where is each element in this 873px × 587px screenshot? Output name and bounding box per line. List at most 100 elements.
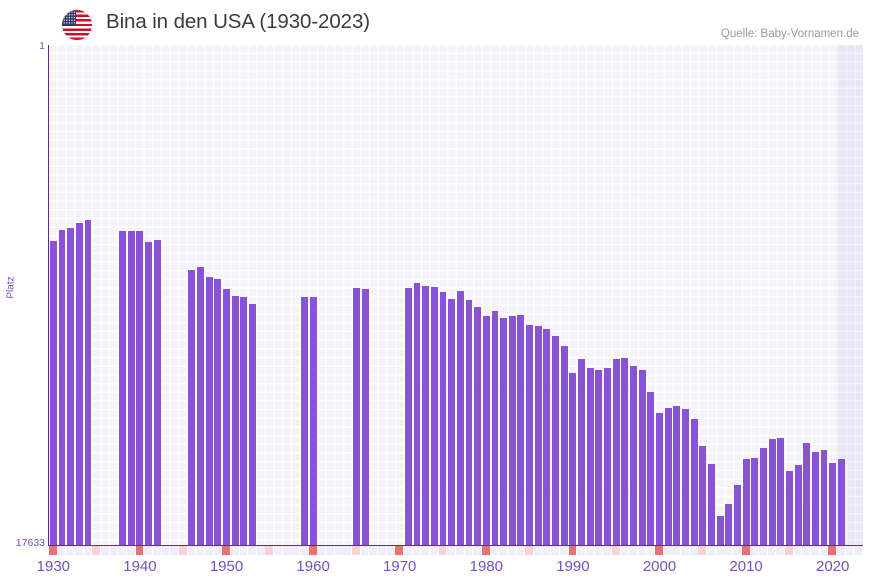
x-tick-cell: [542, 546, 551, 555]
bar[interactable]: [820, 450, 828, 545]
bar[interactable]: [49, 241, 57, 545]
x-tick-cell: [516, 546, 525, 555]
x-tick-cell: [282, 546, 291, 555]
x-tick-cell: [715, 546, 724, 555]
bar[interactable]: [777, 438, 785, 545]
x-tick-cell: [421, 546, 430, 555]
bar[interactable]: [699, 446, 707, 545]
bar[interactable]: [829, 462, 837, 545]
bar[interactable]: [231, 295, 239, 545]
x-tick-cell: [611, 546, 620, 555]
bar[interactable]: [439, 291, 447, 545]
bar[interactable]: [604, 368, 611, 545]
x-tick-cell: [178, 546, 187, 555]
bar[interactable]: [751, 458, 759, 545]
bar[interactable]: [188, 270, 196, 545]
x-tick-cell: [577, 546, 585, 555]
bar[interactable]: [84, 219, 92, 545]
bar[interactable]: [595, 369, 603, 545]
bar[interactable]: [430, 286, 438, 545]
bar[interactable]: [474, 306, 482, 545]
bar[interactable]: [205, 277, 213, 545]
bar[interactable]: [673, 406, 681, 545]
bar[interactable]: [630, 365, 637, 545]
bar[interactable]: [785, 471, 793, 545]
us-flag-icon: [62, 10, 92, 40]
bar[interactable]: [153, 240, 161, 545]
x-tick-label: 1960: [296, 558, 330, 575]
bar[interactable]: [309, 296, 317, 545]
bar[interactable]: [197, 266, 204, 545]
bar[interactable]: [534, 325, 542, 545]
bar[interactable]: [638, 369, 646, 545]
x-tick-cell: [343, 546, 352, 555]
bar[interactable]: [136, 231, 144, 545]
bar[interactable]: [119, 231, 127, 545]
bar[interactable]: [300, 297, 308, 545]
bar[interactable]: [578, 359, 586, 545]
bar[interactable]: [759, 447, 767, 545]
x-tick-cell: [360, 546, 369, 555]
bar[interactable]: [621, 358, 629, 545]
bar[interactable]: [404, 287, 412, 545]
bar[interactable]: [803, 443, 811, 545]
x-tick-cell: [473, 546, 482, 555]
x-tick-cell: [109, 546, 118, 555]
bar[interactable]: [612, 358, 620, 545]
bar[interactable]: [543, 328, 551, 545]
x-tick-cell: [447, 546, 456, 555]
bar[interactable]: [707, 464, 715, 545]
grid-lines: [49, 45, 863, 545]
bar[interactable]: [664, 408, 672, 545]
x-tick-cell: [196, 546, 204, 555]
bar[interactable]: [145, 242, 153, 545]
bar[interactable]: [526, 324, 534, 545]
bar[interactable]: [249, 303, 256, 545]
bar[interactable]: [214, 278, 222, 545]
bar[interactable]: [552, 335, 560, 545]
x-tick-cell: [741, 546, 750, 555]
bar[interactable]: [500, 317, 508, 545]
bar[interactable]: [352, 288, 360, 545]
bar[interactable]: [58, 230, 66, 545]
bar[interactable]: [656, 412, 663, 545]
bar[interactable]: [67, 227, 75, 545]
bar[interactable]: [240, 296, 248, 545]
bar[interactable]: [75, 222, 83, 545]
bar[interactable]: [422, 286, 430, 545]
x-tick-cell: [369, 546, 378, 555]
bar[interactable]: [361, 288, 369, 545]
bar[interactable]: [456, 290, 464, 545]
bar[interactable]: [768, 439, 776, 545]
bar[interactable]: [413, 282, 421, 545]
x-tick-label: 1940: [123, 558, 157, 575]
bar[interactable]: [682, 408, 689, 545]
x-tick-cell: [135, 546, 144, 555]
bar[interactable]: [690, 418, 698, 545]
bar[interactable]: [127, 231, 135, 545]
bar[interactable]: [465, 300, 473, 545]
bar[interactable]: [742, 459, 750, 545]
bar[interactable]: [482, 316, 490, 545]
bar[interactable]: [837, 459, 845, 545]
bar[interactable]: [448, 299, 456, 545]
bar[interactable]: [517, 314, 525, 545]
bar[interactable]: [569, 373, 577, 545]
x-tick-cell: [672, 546, 681, 555]
bar[interactable]: [508, 316, 516, 545]
bar[interactable]: [586, 367, 594, 545]
bar[interactable]: [491, 311, 499, 545]
bar[interactable]: [223, 289, 230, 545]
bar[interactable]: [733, 484, 741, 545]
bar[interactable]: [725, 503, 733, 545]
bar[interactable]: [716, 516, 724, 545]
bar[interactable]: [560, 345, 568, 545]
x-tick-cell: [395, 546, 404, 555]
bar[interactable]: [647, 391, 655, 545]
bar[interactable]: [811, 451, 819, 545]
x-tick-cell: [733, 546, 741, 555]
x-tick-cell: [300, 546, 308, 555]
x-tick-cell: [334, 546, 343, 555]
bar[interactable]: [794, 465, 802, 545]
x-tick-cell: [724, 546, 733, 555]
